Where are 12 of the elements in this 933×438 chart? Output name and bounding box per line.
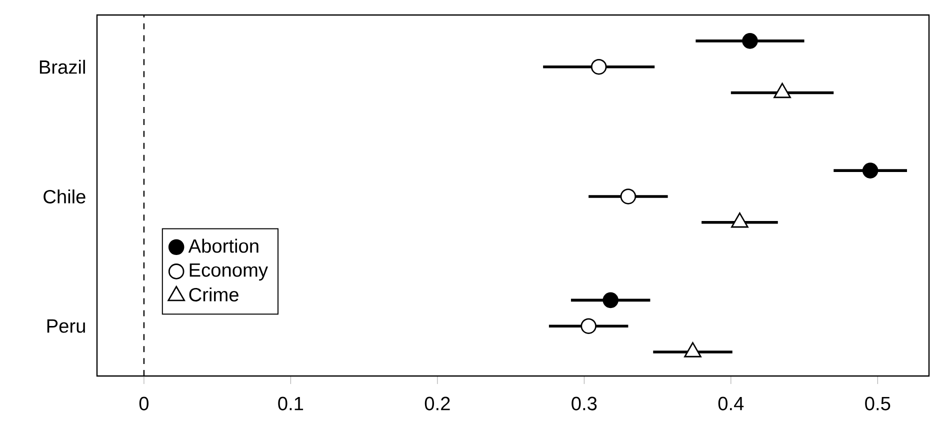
x-tick-label: 0.1	[278, 396, 304, 410]
x-tick-label: 0.5	[865, 396, 890, 410]
y-tick-label: Peru	[47, 319, 85, 333]
x-tick-label: 0	[139, 396, 149, 410]
legend-label: Abortion	[188, 238, 258, 253]
legend-label: Crime	[189, 287, 238, 302]
x-tick-label: 0.3	[572, 396, 597, 410]
x-tick-label: 0.4	[718, 396, 744, 410]
y-tick-label: Brazil	[40, 60, 85, 74]
legend-label: Economy	[190, 263, 268, 281]
y-tick-label: Chile	[44, 189, 86, 204]
x-tick-label: 0.2	[424, 396, 450, 410]
